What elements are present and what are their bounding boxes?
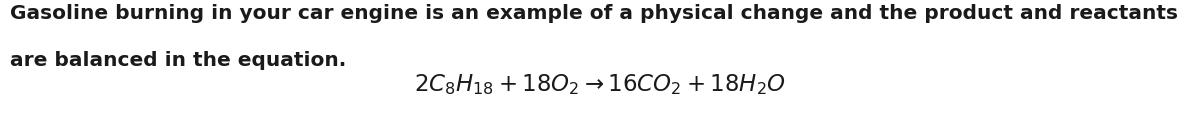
Text: $2C_8H_{18} + 18O_2 \rightarrow 16CO_2 + 18H_2O$: $2C_8H_{18} + 18O_2 \rightarrow 16CO_2 +… [414,72,786,97]
Text: are balanced in the equation.: are balanced in the equation. [10,51,346,70]
Text: Gasoline burning in your car engine is an example of a physical change and the p: Gasoline burning in your car engine is a… [10,4,1177,23]
